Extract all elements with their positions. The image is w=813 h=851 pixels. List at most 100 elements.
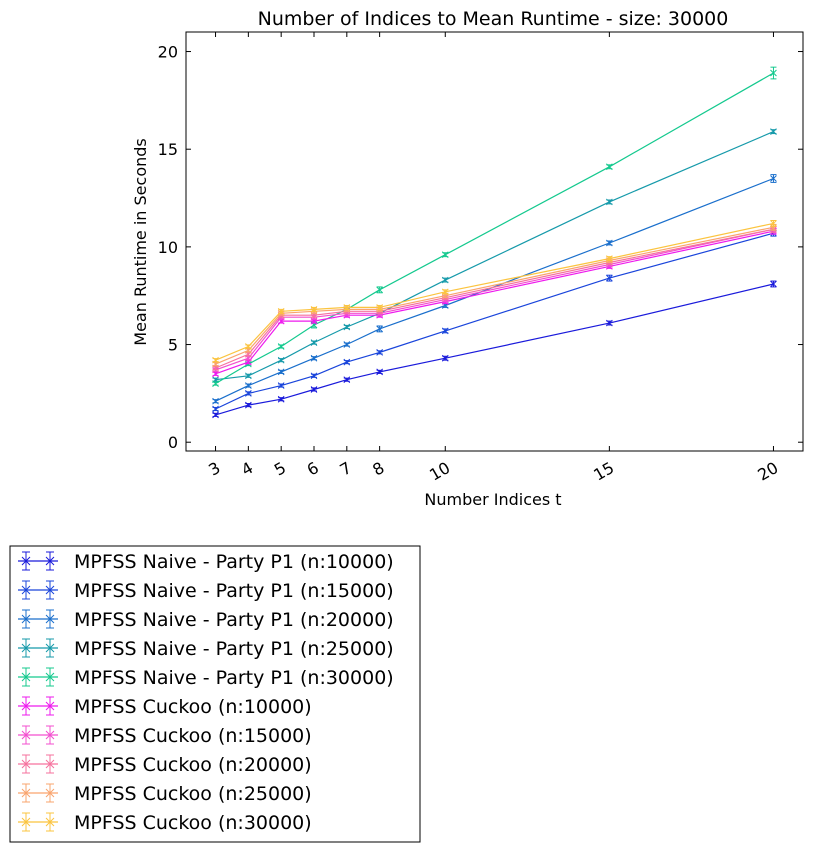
y-tick-label: 15 (158, 140, 178, 159)
data-point (770, 175, 777, 182)
x-tick-label: 10 (426, 458, 453, 485)
x-tick-label: 4 (238, 458, 256, 480)
data-point (212, 411, 219, 419)
data-point (606, 198, 613, 206)
legend-item: MPFSS Naive - Party P1 (n:25000) (18, 638, 394, 660)
data-point (245, 401, 252, 409)
series (212, 280, 777, 419)
legend-label: MPFSS Naive - Party P1 (n:15000) (74, 580, 394, 602)
series-line (215, 177, 774, 402)
legend-marker (21, 672, 55, 682)
data-point (376, 286, 383, 294)
x-tick-label: 3 (205, 458, 223, 480)
legend-marker (21, 556, 55, 566)
data-point (376, 349, 383, 356)
legend-item: MPFSS Naive - Party P1 (n:15000) (18, 580, 394, 602)
data-point (343, 304, 351, 311)
data-point (376, 325, 383, 333)
legend-label: MPFSS Cuckoo (n:20000) (74, 754, 312, 776)
data-point (245, 343, 252, 350)
data-point (770, 69, 777, 77)
legend-label: MPFSS Cuckoo (n:25000) (74, 783, 312, 805)
series-line (215, 230, 774, 375)
series-line (215, 228, 774, 371)
legend-label: MPFSS Naive - Party P1 (n:20000) (74, 609, 394, 631)
series-line (215, 72, 774, 385)
data-point (441, 288, 449, 296)
data-point (212, 380, 219, 387)
data-point (310, 339, 318, 346)
data-point (277, 382, 285, 389)
data-point (310, 386, 318, 393)
legend-marker (21, 817, 55, 827)
legend-marker (21, 759, 55, 769)
data-point (606, 239, 613, 247)
legend: MPFSS Naive - Party P1 (n:10000) MPFSS Na… (9, 545, 421, 843)
legend-item: MPFSS Naive - Party P1 (n:10000) (18, 551, 394, 573)
chart-title: Number of Indices to Mean Runtime - size… (258, 8, 729, 30)
data-point (343, 323, 351, 331)
legend-label: MPFSS Cuckoo (n:30000) (74, 812, 312, 834)
legend-item: MPFSS Cuckoo (n:25000) (18, 783, 312, 805)
x-tick-label: 15 (590, 458, 617, 485)
data-point (770, 128, 777, 135)
legend-label: MPFSS Cuckoo (n:10000) (74, 696, 312, 718)
series-layer (212, 66, 777, 419)
data-point (212, 405, 219, 413)
data-point (277, 343, 285, 350)
y-tick-label: 5 (168, 336, 178, 355)
x-axis-label: Number Indices t (424, 490, 561, 509)
data-point (277, 368, 285, 376)
data-point (343, 358, 351, 366)
data-point (376, 368, 383, 376)
data-point (343, 376, 351, 384)
legend-marker (21, 614, 55, 624)
data-point (277, 307, 285, 315)
data-point (441, 354, 449, 362)
legend-item: MPFSS Naive - Party P1 (n:30000) (18, 667, 394, 689)
series (212, 174, 777, 405)
y-axis-label: Mean Runtime in Seconds (131, 138, 150, 345)
x-tick-label: 5 (271, 458, 289, 480)
data-point (606, 163, 613, 171)
data-point (245, 390, 252, 397)
legend-label: MPFSS Naive - Party P1 (n:10000) (74, 551, 394, 573)
data-point (606, 274, 613, 282)
legend-item: MPFSS Cuckoo (n:30000) (18, 812, 312, 834)
data-point (277, 395, 285, 403)
data-point (310, 306, 318, 313)
x-tick-label: 6 (304, 458, 322, 480)
data-point (245, 382, 252, 389)
data-point (376, 304, 383, 311)
legend-marker (21, 585, 55, 595)
data-point (770, 220, 777, 227)
series (212, 227, 777, 378)
y-tick-label: 0 (168, 433, 178, 452)
data-point (212, 397, 219, 405)
data-point (441, 251, 449, 259)
legend-marker (21, 788, 55, 798)
legend-marker (21, 730, 55, 740)
data-point (343, 341, 351, 348)
data-point (770, 280, 777, 288)
x-tick-label: 7 (336, 458, 354, 480)
legend-label: MPFSS Naive - Party P1 (n:25000) (74, 638, 394, 660)
series (212, 229, 777, 413)
series (212, 128, 777, 384)
legend-item: MPFSS Cuckoo (n:15000) (18, 725, 312, 747)
data-point (212, 356, 219, 364)
legend-label: MPFSS Naive - Party P1 (n:30000) (74, 667, 394, 689)
y-tick-label: 20 (158, 43, 178, 62)
legend-item: MPFSS Cuckoo (n:20000) (18, 754, 312, 776)
legend-label: MPFSS Cuckoo (n:15000) (74, 725, 312, 747)
data-point (310, 372, 318, 380)
series (212, 225, 777, 372)
x-tick-label: 20 (754, 458, 781, 485)
data-point (441, 327, 449, 335)
x-tick-label: 8 (369, 458, 387, 480)
legend-item: MPFSS Naive - Party P1 (n:20000) (18, 609, 394, 631)
legend-marker (21, 643, 55, 653)
data-point (606, 255, 613, 262)
series (212, 220, 777, 364)
